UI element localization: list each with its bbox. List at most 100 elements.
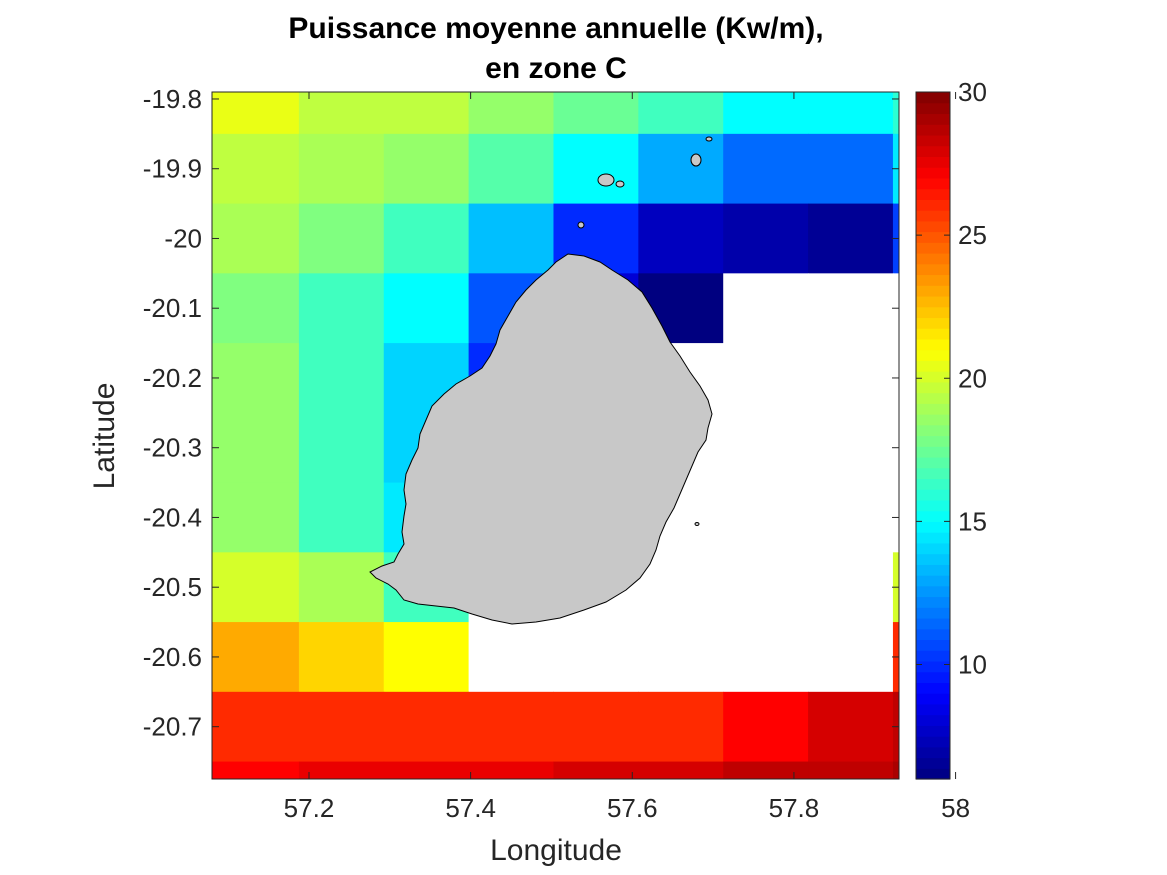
heatmap-cell	[723, 92, 809, 135]
colorbar-band	[916, 682, 950, 694]
heatmap-cell	[468, 133, 554, 205]
heatmap-cell	[978, 413, 1063, 483]
heatmap-cell	[553, 622, 639, 693]
heatmap-cell	[638, 133, 724, 205]
heatmap-cell	[1063, 692, 1148, 762]
colorbar-tick-label: 10	[958, 650, 987, 680]
chart-title-line-1: Puissance moyenne annuelle (Kw/m),	[288, 12, 823, 45]
heatmap-cell	[212, 92, 300, 135]
islet-3	[690, 153, 702, 167]
heatmap-cell	[723, 343, 809, 414]
x-axis: 57.2 57.4 57.6 57.8 58	[284, 92, 970, 823]
island-mauritius	[369, 253, 713, 625]
heatmap-cell	[892, 761, 899, 779]
heatmap-cell	[1148, 483, 1167, 553]
plot-area	[211, 64, 1167, 875]
y-tick-label: -20.4	[143, 502, 202, 532]
colorbar-band	[916, 231, 950, 243]
heatmap-cell	[1148, 204, 1167, 274]
heatmap-cell	[384, 831, 469, 875]
heatmap-cell	[553, 133, 639, 205]
heatmap-cell	[298, 761, 385, 779]
heatmap-cell	[1063, 273, 1148, 343]
colorbar-band	[916, 617, 950, 630]
y-tick-label: -20	[164, 223, 202, 253]
colorbar-ticks: 10 15 20 25 30	[916, 77, 987, 680]
colorbar-band	[916, 499, 950, 512]
colorbar-band	[916, 253, 950, 265]
colorbar-gradient	[916, 92, 950, 780]
heatmap-cell	[638, 92, 724, 135]
heatmap-cell	[1063, 552, 1148, 622]
heatmap-cell	[212, 761, 300, 779]
heatmap-cell	[1148, 134, 1167, 204]
heatmap-cell	[212, 343, 300, 414]
plot-frame	[211, 91, 900, 780]
heatmap-cell	[212, 273, 300, 344]
y-tick-label: -20.3	[143, 433, 202, 463]
colorbar-band	[916, 167, 950, 179]
heatmap-cell	[1063, 762, 1148, 832]
heatmap-cell	[1148, 273, 1167, 343]
heatmap-cell	[723, 133, 809, 205]
heatmap-cell	[298, 343, 385, 414]
heatmap-cell	[383, 273, 470, 344]
heatmap-cell	[298, 412, 385, 484]
heatmap-cell	[978, 134, 1063, 204]
colorbar-band	[916, 285, 950, 297]
heatmap-cell	[468, 92, 554, 135]
y-tick-label: -20.1	[143, 293, 202, 323]
heatmap-cell	[1148, 762, 1167, 832]
x-tick-label: 57.4	[445, 793, 496, 823]
heatmap-cell	[468, 203, 554, 274]
colorbar-band	[916, 328, 950, 340]
colorbar-band	[916, 403, 950, 415]
colorbar-band	[916, 263, 950, 276]
heatmap-cell	[723, 203, 809, 274]
heatmap-cell	[638, 691, 724, 763]
colorbar-tick-label: 30	[958, 77, 987, 107]
heatmap-cell	[638, 761, 724, 779]
colorbar-band	[916, 199, 950, 211]
colorbar-band	[916, 725, 950, 737]
heatmap-cell	[1063, 413, 1148, 483]
colorbar-band	[916, 650, 950, 662]
heatmap-cell	[892, 92, 899, 135]
heatmap-cell	[1148, 692, 1167, 762]
heatmap-cell	[978, 204, 1063, 274]
heatmap-cell	[553, 761, 639, 779]
colorbar-band	[916, 467, 950, 480]
colorbar-band	[916, 134, 950, 147]
heatmap-cell	[553, 691, 639, 763]
heatmap-cell	[1148, 64, 1167, 134]
heatmap-cell	[978, 622, 1063, 692]
chart-title-line-2: en zone C	[485, 52, 627, 85]
colorbar-band	[916, 596, 950, 608]
x-tick-label: 58	[941, 793, 970, 823]
heatmap-cell	[383, 761, 470, 779]
colorbar-band	[916, 381, 950, 394]
colorbar-band	[916, 575, 950, 587]
y-axis-label: Latitude	[88, 383, 121, 490]
islet-4	[705, 136, 713, 142]
colorbar-band	[916, 521, 950, 533]
x-tick-label: 57.2	[284, 793, 335, 823]
heatmap-cell	[298, 203, 385, 274]
heatmap-cell	[808, 133, 894, 205]
heatmap-cell	[1063, 622, 1148, 692]
heatmap-cell	[808, 92, 894, 135]
colorbar-tick-label: 15	[958, 506, 987, 536]
heatmap-cell	[723, 831, 808, 875]
colorbar-band	[916, 564, 950, 576]
heatmap-cell	[299, 831, 384, 875]
heatmap-cell	[808, 482, 894, 553]
colorbar-band	[916, 220, 950, 233]
colorbar-band	[916, 532, 950, 544]
heatmap-cell	[808, 412, 894, 484]
colorbar-band	[916, 92, 950, 104]
heatmap-cell	[212, 482, 300, 553]
heatmap-cell	[978, 692, 1063, 762]
colorbar-band	[916, 446, 950, 458]
colorbar-band	[916, 660, 950, 673]
